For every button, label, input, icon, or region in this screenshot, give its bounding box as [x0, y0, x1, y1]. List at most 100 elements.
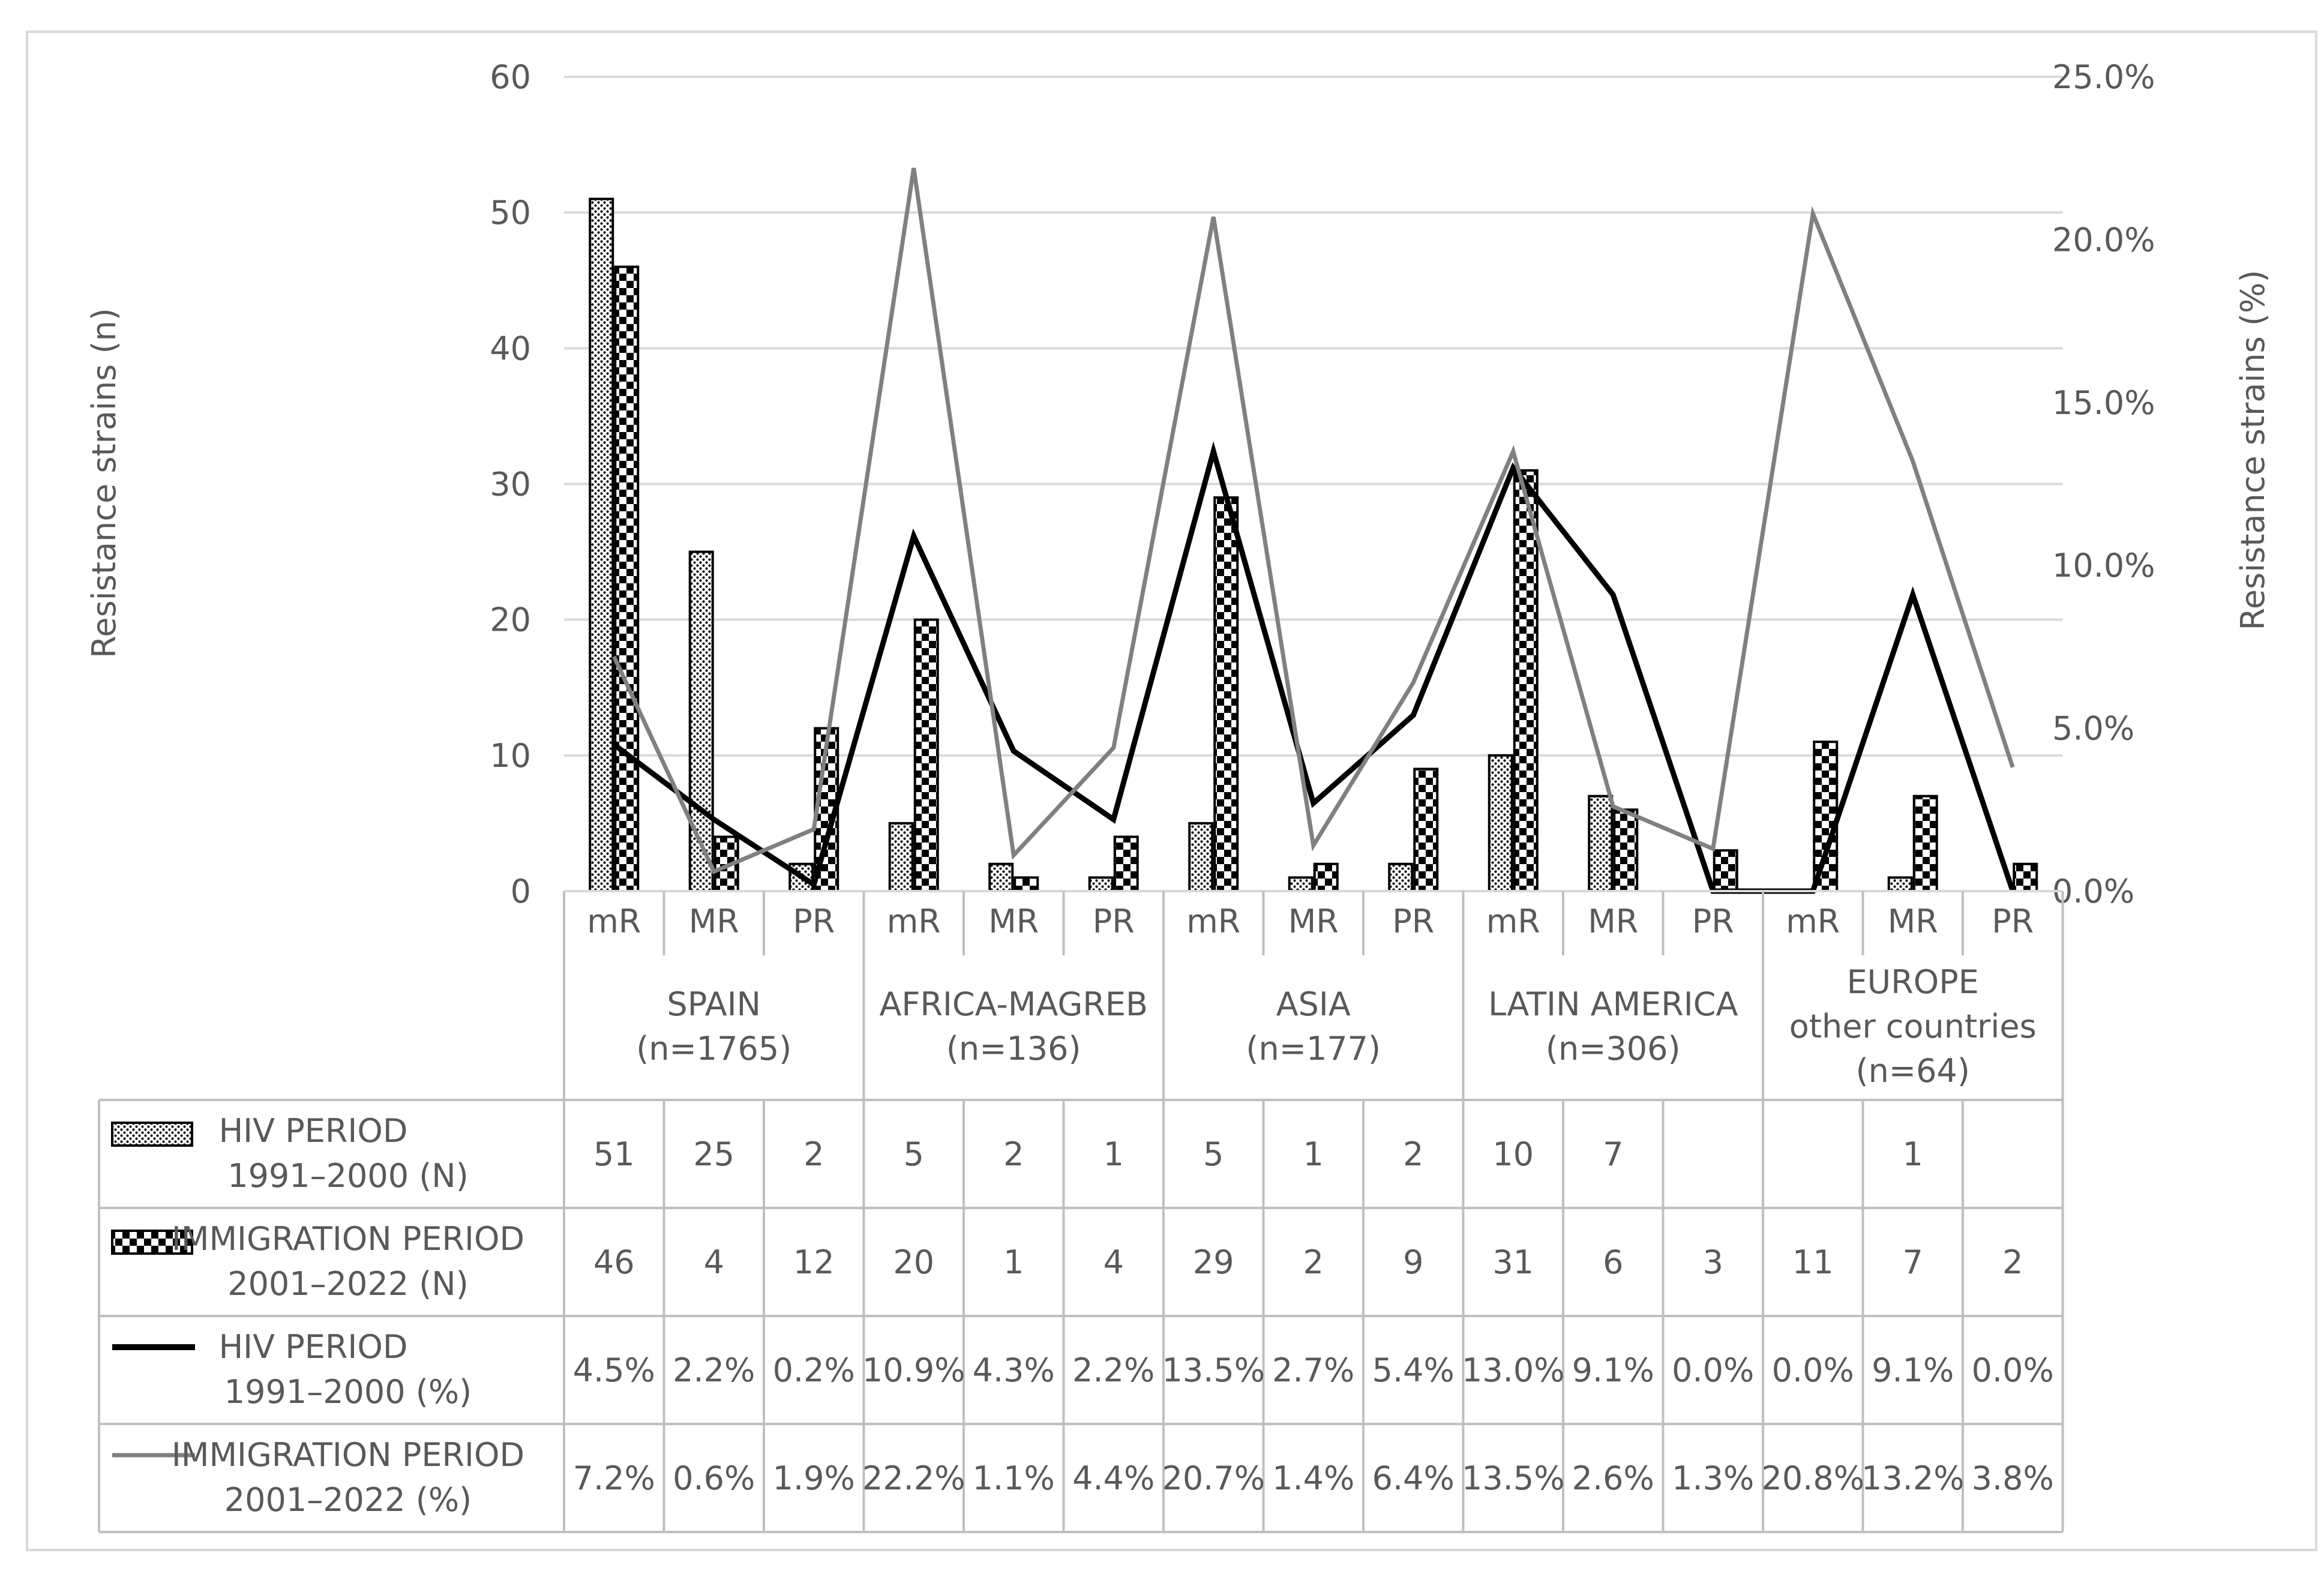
- y-tick-left: 20: [490, 601, 531, 639]
- group-label: (n=306): [1546, 1030, 1681, 1068]
- group-label: AFRICA-MAGREB: [879, 985, 1148, 1023]
- group-label: (n=1765): [636, 1030, 791, 1068]
- legend-label: IMMIGRATION PERIOD: [172, 1220, 524, 1258]
- bar-immigration-n: [2013, 862, 2038, 893]
- bar-immigration-n: [1113, 835, 1139, 892]
- bar-immigration-n: [1313, 862, 1339, 893]
- x-tick-label: PR: [1992, 903, 2034, 940]
- table-cell: 12: [793, 1243, 835, 1281]
- table-cell: 0.0%: [1772, 1351, 1854, 1389]
- table-cell: 4: [1103, 1243, 1124, 1281]
- group-label: (n=177): [1246, 1030, 1381, 1068]
- group-label: (n=136): [946, 1030, 1081, 1068]
- y-tick-right: 20.0%: [2052, 221, 2155, 259]
- bar-immigration-n: [1513, 469, 1539, 892]
- table-cell: 2.2%: [673, 1351, 755, 1389]
- legend-label: 1991–2000 (N): [227, 1157, 469, 1195]
- table-cell: 9.1%: [1872, 1351, 1954, 1389]
- group-label: (n=64): [1856, 1052, 1970, 1090]
- bar-immigration-n: [1813, 740, 1839, 893]
- group-label: EUROPE: [1847, 963, 1979, 1001]
- legend-key-immigration-n: [111, 1230, 193, 1255]
- bar-hiv-n: [1588, 795, 1614, 893]
- table-cell: 11: [1792, 1243, 1834, 1281]
- bar-immigration-n: [1713, 849, 1738, 893]
- table-cell: 9: [1403, 1243, 1423, 1281]
- bar-immigration-n: [913, 618, 939, 892]
- y-tick-right: 10.0%: [2052, 547, 2155, 584]
- axes-layer: 0 10 20 30 40 50 60 0.0% 5.0% 10.0% 15.0% 20.0% 25.0…: [85, 58, 2272, 910]
- table-cell: 1: [1003, 1243, 1024, 1281]
- bar-hiv-n: [1188, 822, 1214, 892]
- x-tick-label: PR: [1392, 903, 1434, 940]
- y-axis-title-left: Resistance strains (n): [85, 308, 123, 658]
- table-cell: 4.5%: [573, 1351, 655, 1389]
- table-cell: 2.6%: [1572, 1459, 1654, 1497]
- table-cell: 3.8%: [1972, 1459, 2054, 1497]
- table-cell: 2: [1003, 1135, 1024, 1173]
- table-cell: 7: [1603, 1135, 1623, 1173]
- table-cell: 10.9%: [862, 1351, 965, 1389]
- table-cell: 1: [1103, 1135, 1124, 1173]
- y-tick-left: 10: [490, 737, 531, 775]
- x-tick-label: mR: [1486, 903, 1540, 940]
- table-cell: 22.2%: [862, 1459, 965, 1497]
- table-cell: 6.4%: [1372, 1459, 1455, 1497]
- line-immigration-pct: [612, 167, 2015, 874]
- legend-label: 1991–2000 (%): [224, 1373, 472, 1411]
- table-cell: 13.5%: [1462, 1459, 1565, 1497]
- bar-immigration-n: [1413, 767, 1439, 892]
- table-cell: 3: [1703, 1243, 1723, 1281]
- table-cell: 5.4%: [1372, 1351, 1455, 1389]
- bar-hiv-n: [1088, 876, 1114, 892]
- x-tick-label: MR: [1888, 903, 1938, 940]
- table-cell: 0.0%: [1972, 1351, 2054, 1389]
- table-cell: 13.5%: [1162, 1351, 1265, 1389]
- table-cell: 4.4%: [1072, 1459, 1154, 1497]
- x-tick-label: MR: [689, 903, 739, 940]
- x-tick-label: PR: [1692, 903, 1734, 940]
- table-cell: 7: [1903, 1243, 1923, 1281]
- group-label: SPAIN: [667, 985, 761, 1023]
- bar-hiv-n: [1388, 862, 1414, 893]
- table-cell: 1.9%: [773, 1459, 855, 1497]
- x-tick-label: mR: [1786, 903, 1840, 940]
- table-cell: 4.3%: [973, 1351, 1055, 1389]
- table-cell: 10: [1492, 1135, 1534, 1173]
- y-tick-left: 40: [490, 329, 531, 367]
- table-cell: 5: [1203, 1135, 1224, 1173]
- x-tick-label: mR: [1186, 903, 1240, 940]
- table-cell: 0.2%: [773, 1351, 855, 1389]
- y-tick-left: 60: [490, 58, 531, 96]
- table-cell: 5: [904, 1135, 924, 1173]
- bar-immigration-n: [1213, 496, 1239, 892]
- table-cell: 0.0%: [1672, 1351, 1754, 1389]
- bar-hiv-n: [1887, 876, 1913, 892]
- table-cell: 1.4%: [1272, 1459, 1354, 1497]
- x-tick-label: MR: [988, 903, 1039, 940]
- table-cell: 13.0%: [1462, 1351, 1565, 1389]
- table-cell: 46: [593, 1243, 635, 1281]
- table-cell: 4: [704, 1243, 724, 1281]
- table-cell: 13.2%: [1861, 1459, 1965, 1497]
- x-tick-label: mR: [587, 903, 641, 940]
- table-cell: 1.1%: [973, 1459, 1055, 1497]
- table-cell: 2: [803, 1135, 824, 1173]
- table-cell: 51: [593, 1135, 635, 1173]
- bar-hiv-n: [888, 822, 914, 892]
- x-tick-label: PR: [793, 903, 835, 940]
- bar-immigration-n: [1613, 808, 1639, 893]
- table-cell: 2.2%: [1072, 1351, 1154, 1389]
- table-cell: 2: [1403, 1135, 1423, 1173]
- table-cell: 20.7%: [1162, 1459, 1265, 1497]
- group-label: LATIN AMERICA: [1488, 985, 1738, 1023]
- table-cell: 2.7%: [1272, 1351, 1354, 1389]
- table-cell: 1: [1303, 1135, 1324, 1173]
- table-cell: 20.8%: [1761, 1459, 1864, 1497]
- table-cell: 20: [893, 1243, 934, 1281]
- table-cell: 1.3%: [1672, 1459, 1754, 1497]
- bar-immigration-n: [1912, 795, 1938, 893]
- table-cell: 29: [1193, 1243, 1234, 1281]
- group-label: other countries: [1789, 1008, 2037, 1045]
